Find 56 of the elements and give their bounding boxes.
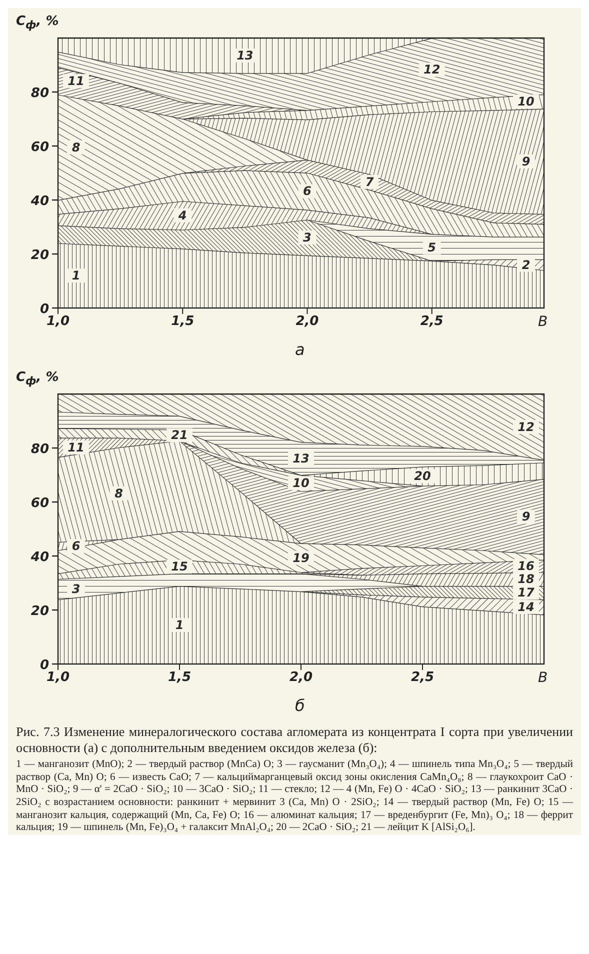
series-label: 19: [292, 550, 310, 565]
x-tick-label: 1,0: [46, 314, 70, 330]
series-label: 2: [522, 258, 530, 272]
y-axis-title: C$_{ф}$, %: [16, 14, 59, 32]
series-label: 14: [518, 600, 534, 614]
series-label: 5: [428, 240, 436, 254]
series-label: 8: [72, 140, 80, 154]
series-label: 10: [292, 476, 310, 490]
series-label: 3: [303, 230, 312, 245]
series-label: 13: [236, 48, 254, 63]
text: б: [295, 696, 305, 715]
y-tick-label: 80: [30, 442, 49, 457]
series-label: 15: [171, 560, 188, 574]
series-label: 12: [518, 420, 534, 434]
series-label: 1: [175, 618, 184, 632]
series-label: 9: [522, 510, 530, 524]
series-label: 11: [68, 74, 84, 88]
y-tick-label: 40: [30, 194, 49, 209]
series-label: 12: [423, 62, 440, 77]
series-label: 1: [72, 268, 80, 283]
series-label: 10: [518, 94, 534, 109]
series-label: 11: [68, 440, 84, 454]
x-tick-label: 2,5: [410, 670, 434, 686]
series-label: 9: [522, 154, 530, 168]
text: Рис. 7.3 Изменение минералогического состава агломерата из концентрата I сорта при увеличении основности (а) с дополнительным введением оксидов железа (б):: [16, 724, 573, 756]
x-tick-label: 1,5: [171, 314, 194, 330]
y-tick-label: 60: [30, 496, 49, 511]
y-tick-label: 40: [30, 550, 49, 565]
series-label: 20: [414, 469, 431, 484]
text: а: [295, 340, 305, 359]
y-tick-label: 20: [30, 604, 49, 619]
x-tick-label: 2,0: [289, 670, 313, 686]
series-label: 6: [303, 184, 312, 198]
x-tick-label: 2,5: [420, 314, 444, 330]
x-tick-label: 1,0: [46, 670, 70, 686]
series-label: 17: [518, 586, 535, 600]
x-axis-title: В: [538, 670, 548, 686]
text: 1 — манганозит (MnO); 2 — твердый раствор (MnCa) O; 3 — гаусманит (Mn₃O₄); 4 — шпинель типа Mn₃O₄; 5 — твердый раствор (Ca, Mn) O; 6 — известь CaO; 7 — кальциймарганцевый оксид зоны окисления CaMn₄O₈; 8 — глаукохроит CaO · MnO · SiO₂; 9 — α' = 2CaO · SiO₂; 10 — 3CaO · SiO₂; 11 — стекло; 12 — 4 (Mn, Fe) O · 4CaO · SiO₂; 13 — ранкинит 3CaO · 2SiO₂ с возрастанием основности: ранкинит + мервинит 3 (Ca, Mn) O · 2SiO₂; 14 — твердый раствор (Mn, Fe) O; 15 — манганозит кальция, содержащий (Mn, Ca, Fe) O; 16 — алюминат кальция; 17 — вреденбургит (Fe, Mn)₃ O₄; 18 — феррит кальция; 19 — шпинель (Mn, Fe)₃O₄ + галаксит MnAl₂O₄; 20 — 2CaO · SiO₂; 21 — лейцит K [AlSi₂O₆].: [16, 759, 573, 835]
y-tick-label: 0: [40, 302, 49, 317]
y-tick-label: 20: [30, 248, 49, 263]
y-tick-label: 60: [30, 140, 49, 155]
series-label: 13: [292, 452, 310, 466]
series-label: 3: [72, 582, 80, 596]
series-label: 7: [365, 174, 374, 189]
series-label: 6: [72, 539, 80, 554]
series-label: 18: [518, 572, 534, 586]
x-tick-label: 2,0: [296, 314, 319, 330]
x-tick-label: 1,5: [168, 670, 192, 686]
series-label: 4: [177, 208, 187, 222]
series-label: 16: [518, 558, 534, 573]
series-label: 8: [114, 486, 123, 500]
x-axis-title: В: [538, 314, 548, 330]
y-tick-label: 80: [30, 86, 49, 101]
y-tick-label: 0: [40, 658, 49, 673]
series-label: 21: [171, 428, 188, 442]
y-axis-title: C$_{ф}$, %: [16, 370, 59, 388]
